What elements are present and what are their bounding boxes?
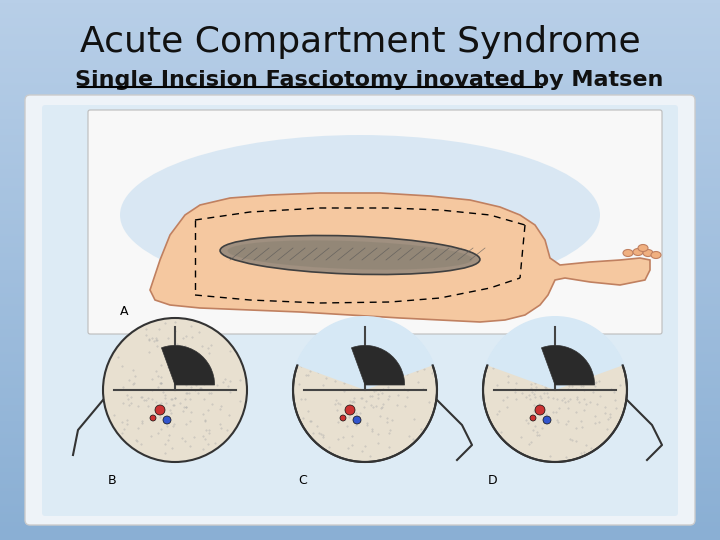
Wedge shape xyxy=(541,346,595,385)
Polygon shape xyxy=(150,193,650,322)
Ellipse shape xyxy=(633,248,643,255)
Circle shape xyxy=(535,405,545,415)
FancyBboxPatch shape xyxy=(42,105,678,516)
Text: B: B xyxy=(108,474,117,487)
Circle shape xyxy=(163,416,171,424)
Circle shape xyxy=(353,416,361,424)
Wedge shape xyxy=(351,346,405,385)
Ellipse shape xyxy=(638,245,648,252)
Ellipse shape xyxy=(651,252,661,259)
Circle shape xyxy=(483,318,627,462)
Ellipse shape xyxy=(220,235,480,274)
Text: Single Incision Fasciotomy inovated by Matsen: Single Incision Fasciotomy inovated by M… xyxy=(75,70,663,90)
Circle shape xyxy=(340,415,346,421)
Circle shape xyxy=(155,405,165,415)
Text: Acute Compartment Syndrome: Acute Compartment Syndrome xyxy=(80,25,640,59)
Ellipse shape xyxy=(643,249,653,256)
Circle shape xyxy=(150,415,156,421)
Wedge shape xyxy=(485,316,624,390)
Circle shape xyxy=(530,415,536,421)
Circle shape xyxy=(543,416,551,424)
Circle shape xyxy=(293,318,437,462)
Circle shape xyxy=(345,405,355,415)
FancyBboxPatch shape xyxy=(88,110,662,334)
Text: A: A xyxy=(120,305,128,318)
Circle shape xyxy=(103,318,247,462)
FancyBboxPatch shape xyxy=(25,95,695,525)
Ellipse shape xyxy=(228,240,472,269)
Wedge shape xyxy=(161,346,215,385)
Text: D: D xyxy=(488,474,498,487)
Wedge shape xyxy=(295,316,435,390)
Text: C: C xyxy=(298,474,307,487)
Ellipse shape xyxy=(623,249,633,256)
Ellipse shape xyxy=(120,135,600,295)
